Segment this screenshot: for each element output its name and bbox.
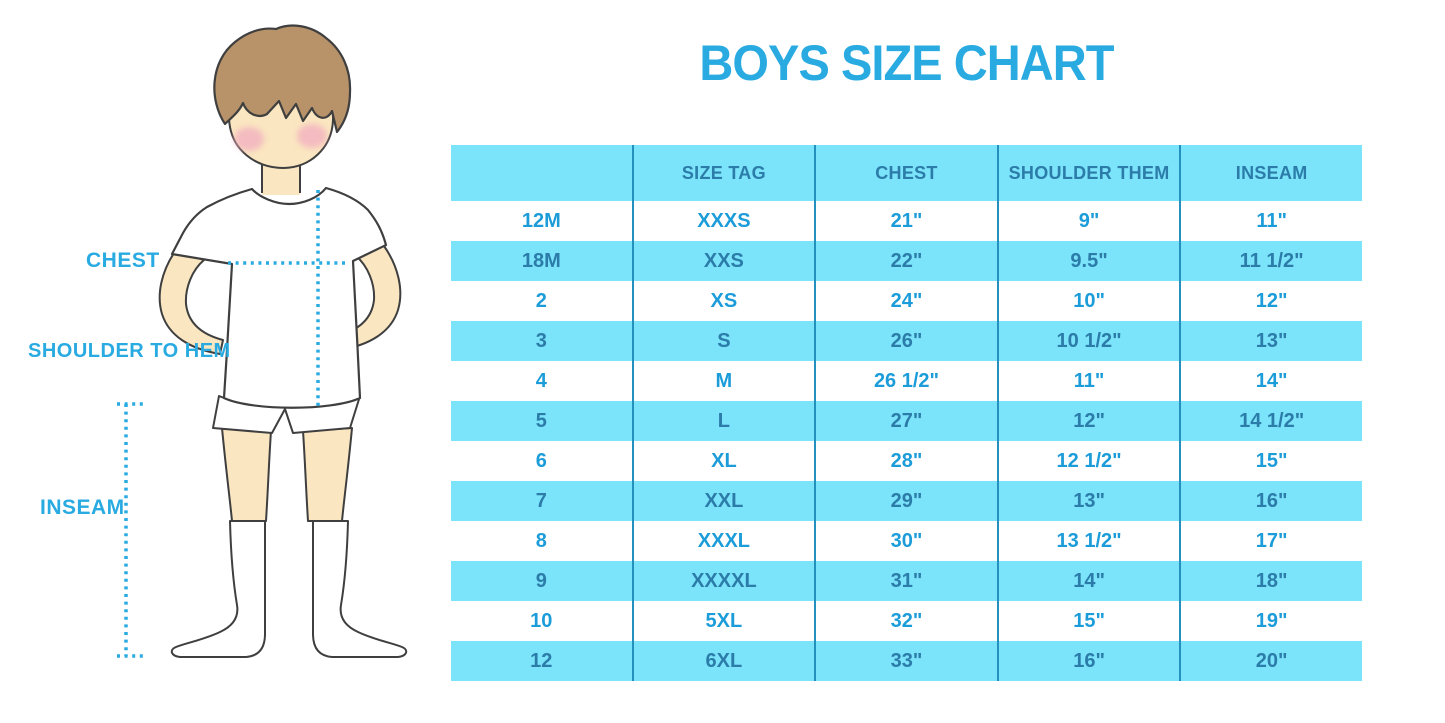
table-cell: 8 (535, 529, 547, 552)
table-cell: 10 1/2" (996, 321, 1180, 361)
right-leg (302, 427, 353, 522)
table-cell: 28" (814, 441, 997, 481)
table-cell: 33" (814, 641, 997, 681)
table-row: 12 6XL 33" 16" 20" (451, 641, 1362, 681)
table-cell: L (631, 401, 815, 441)
table-row: 2 XS 24" 10" 12" (451, 281, 1362, 321)
table-row: 3 S 26" 10 1/2" 13" (451, 321, 1362, 361)
table-cell: 11" (1179, 201, 1362, 241)
table-cell: 22" (814, 241, 997, 281)
table-cell: 18" (1179, 561, 1362, 601)
table-cell: 3 (535, 329, 547, 352)
table-cell: XXS (631, 241, 815, 281)
left-arm (158, 249, 224, 355)
t-shirt (170, 186, 388, 409)
table-cell: 11" (996, 361, 1180, 401)
table-cell: 13" (1179, 321, 1362, 361)
table-cell: XXXS (631, 201, 815, 241)
table-cell: 16" (996, 641, 1180, 681)
inseam-label: INSEAM (40, 496, 125, 519)
table-cell: 12 (530, 649, 553, 672)
column-header: SHOULDER THEM (996, 145, 1180, 201)
left-leg (221, 427, 272, 522)
table-cell: 15" (996, 601, 1180, 641)
table-cell: 11 1/2" (1179, 241, 1362, 281)
table-header-row: SIZE TAG CHEST SHOULDER THEM INSEAM (451, 145, 1362, 201)
table-row: 4 M 26 1/2" 11" 14" (451, 361, 1362, 401)
table-cell: 12" (996, 401, 1180, 441)
hair (213, 24, 352, 134)
table-cell: 9" (996, 201, 1180, 241)
boy-illustration (117, 24, 408, 658)
table-row: 9 XXXXL 31" 14" 18" (451, 561, 1362, 601)
table-cell: 5 (535, 409, 547, 432)
table-cell: 26" (814, 321, 997, 361)
table-body: 12M XXXS 21" 9" 11" 18M XXS 22" 9.5" 11 1/2" 2 XS 24… (451, 201, 1362, 681)
table-cell: 9.5" (996, 241, 1180, 281)
table-cell: XXXXL (631, 561, 815, 601)
table-row: 12M XXXS 21" 9" 11" (451, 201, 1362, 241)
table-cell: XXL (631, 481, 815, 521)
chest-label: CHEST (86, 249, 160, 272)
left-blush (234, 127, 264, 151)
table-cell: 6XL (631, 641, 815, 681)
size-table: SIZE TAG CHEST SHOULDER THEM INSEAM 12M XXXS… (451, 145, 1362, 681)
table-cell: 24" (814, 281, 997, 321)
left-sock (170, 520, 266, 658)
table-cell: XXXL (631, 521, 815, 561)
table-cell: S (631, 321, 815, 361)
table-cell: 14" (996, 561, 1180, 601)
table-cell: 7 (535, 489, 547, 512)
right-blush (297, 124, 327, 148)
column-header: CHEST (814, 145, 997, 201)
table-cell: 2 (535, 289, 547, 312)
table-cell: 5XL (631, 601, 815, 641)
table-cell: XL (631, 441, 815, 481)
column-header (451, 145, 632, 201)
table-cell: 9 (535, 569, 547, 592)
table-cell: 6 (535, 449, 547, 472)
table-row: 8 XXXL 30" 13 1/2" 17" (451, 521, 1362, 561)
shoulder-to-hem-label: SHOULDER TO HEM (28, 340, 231, 362)
table-cell: 16" (1179, 481, 1362, 521)
table-cell: 12" (1179, 281, 1362, 321)
table-row: 6 XL 28" 12 1/2" 15" (451, 441, 1362, 481)
table-cell: 13" (996, 481, 1180, 521)
page-title: BOYS SIZE CHART (699, 35, 1114, 91)
table-cell: 20" (1179, 641, 1362, 681)
table-cell: 26 1/2" (814, 361, 997, 401)
right-sock (312, 520, 408, 658)
table-cell: 13 1/2" (996, 521, 1180, 561)
table-cell: 4 (535, 369, 547, 392)
table-cell: M (631, 361, 815, 401)
table-cell: 31" (814, 561, 997, 601)
table-cell: 10 (530, 609, 553, 632)
table-cell: 18M (521, 249, 561, 272)
table-row: 7 XXL 29" 13" 16" (451, 481, 1362, 521)
table-cell: 27" (814, 401, 997, 441)
table-cell: 14" (1179, 361, 1362, 401)
column-header: INSEAM (1179, 145, 1362, 201)
table-cell: 29" (814, 481, 997, 521)
table-cell: 12 1/2" (996, 441, 1180, 481)
table-cell: 17" (1179, 521, 1362, 561)
table-cell: 21" (814, 201, 997, 241)
table-cell: 32" (814, 601, 997, 641)
table-cell: 30" (814, 521, 997, 561)
table-row: 18M XXS 22" 9.5" 11 1/2" (451, 241, 1362, 281)
table-row: 5 L 27" 12" 14 1/2" (451, 401, 1362, 441)
table-cell: 14 1/2" (1179, 401, 1362, 441)
column-header: SIZE TAG (631, 145, 815, 201)
table-cell: 12M (521, 209, 561, 232)
table-cell: 10" (996, 281, 1180, 321)
table-cell: XS (631, 281, 815, 321)
table-row: 10 5XL 32" 15" 19" (451, 601, 1362, 641)
table-cell: 19" (1179, 601, 1362, 641)
table-cell: 15" (1179, 441, 1362, 481)
